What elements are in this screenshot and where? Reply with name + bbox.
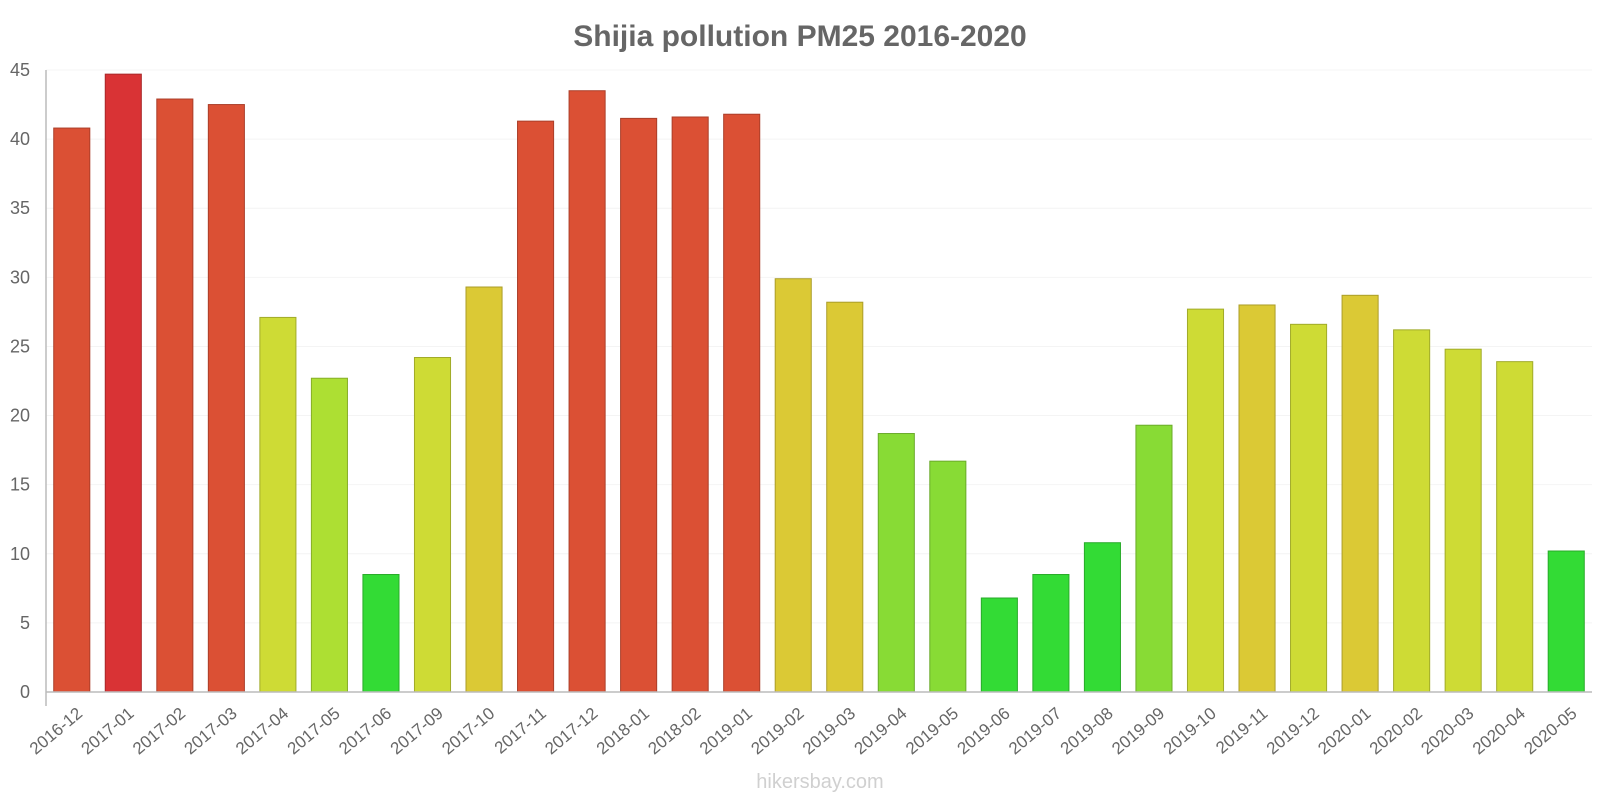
bar-2019-06[interactable]	[980, 597, 1018, 693]
bar-2019-09[interactable]	[1135, 424, 1173, 693]
bar-2019-11[interactable]	[1238, 304, 1276, 693]
bar-2020-03[interactable]	[1444, 348, 1482, 693]
x-tick-label: 2017-05	[284, 704, 344, 759]
x-tick-label: 2020-02	[1366, 704, 1426, 759]
x-tick-label: 2020-01	[1314, 704, 1374, 759]
bar-2017-12[interactable]	[568, 90, 606, 693]
x-tick-label: 2019-01	[696, 704, 756, 759]
bar-2017-11[interactable]	[517, 120, 555, 693]
y-tick-label: 45	[10, 60, 30, 80]
x-tick-label: 2019-10	[1160, 704, 1220, 759]
x-tick-label: 2019-08	[1057, 704, 1117, 759]
x-tick-label: 2017-12	[541, 704, 601, 759]
bar-2019-01[interactable]	[723, 113, 761, 693]
y-tick-label: 30	[10, 267, 30, 287]
bar-2018-01[interactable]	[620, 117, 658, 693]
bar-2017-09[interactable]	[413, 357, 452, 693]
bar-2020-02[interactable]	[1393, 329, 1431, 693]
bar-2019-12[interactable]	[1290, 323, 1328, 693]
x-tick-label: 2017-11	[491, 704, 550, 758]
x-tick-label: 2017-01	[78, 704, 138, 759]
bar-2019-03[interactable]	[826, 301, 864, 693]
bar-2017-03[interactable]	[207, 104, 245, 693]
y-tick-label: 10	[10, 544, 30, 564]
bar-2020-05[interactable]	[1547, 550, 1585, 693]
x-tick-label: 2017-06	[335, 704, 395, 759]
bar-2017-10[interactable]	[465, 286, 503, 693]
y-tick-label: 20	[10, 406, 30, 426]
grid-lines	[46, 69, 1592, 624]
x-tick-label: 2016-12	[26, 704, 86, 759]
x-tick-label: 2020-03	[1417, 704, 1477, 759]
x-tick-label: 2017-10	[438, 704, 498, 759]
x-tick-label: 2019-02	[748, 704, 808, 759]
bar-2019-07[interactable]	[1032, 574, 1070, 693]
bar-2017-06[interactable]	[362, 574, 400, 693]
bar-2019-08[interactable]	[1083, 542, 1121, 693]
watermark: hikersbay.com	[756, 771, 883, 793]
bar-2016-12[interactable]	[53, 127, 91, 693]
x-tick-label: 2020-04	[1469, 704, 1529, 759]
bar-2020-04[interactable]	[1496, 361, 1534, 693]
bar-2019-05[interactable]	[929, 460, 967, 693]
y-tick-label: 35	[10, 198, 30, 218]
x-tick-label: 2018-01	[593, 704, 653, 759]
y-tick-label: 5	[20, 613, 30, 633]
x-tick-label: 2019-09	[1108, 704, 1168, 759]
bar-2017-02[interactable]	[156, 98, 194, 693]
x-tick-label: 2017-02	[129, 704, 189, 759]
x-tick-label: 2019-12	[1263, 704, 1323, 759]
y-axis-ticks: 0 5 10 15 20 25 30 35 40 45	[10, 60, 30, 702]
bar-2017-05[interactable]	[310, 377, 348, 693]
bars	[53, 73, 1585, 693]
bar-2017-04[interactable]	[259, 316, 297, 693]
bar-2020-01[interactable]	[1341, 294, 1379, 693]
chart-title: Shijia pollution PM25 2016-2020	[573, 20, 1027, 53]
bar-2019-04[interactable]	[877, 433, 915, 693]
x-tick-label: 2017-03	[181, 704, 241, 759]
y-tick-label: 0	[20, 682, 30, 702]
y-tick-label: 40	[10, 129, 30, 149]
x-axis-ticks: 2016-122017-012017-022017-032017-042017-…	[26, 704, 1580, 759]
x-tick-label: 2018-02	[644, 704, 704, 759]
x-tick-label: 2019-04	[851, 704, 911, 759]
y-tick-label: 25	[10, 336, 30, 356]
x-tick-label: 2017-04	[232, 704, 292, 759]
x-tick-label: 2020-05	[1521, 704, 1581, 759]
bar-2018-02[interactable]	[671, 116, 709, 693]
x-tick-label: 2017-09	[387, 704, 447, 759]
x-tick-label: 2019-07	[1005, 704, 1065, 759]
x-tick-label: 2019-05	[902, 704, 962, 759]
y-tick-label: 15	[10, 475, 30, 495]
x-tick-label: 2019-11	[1212, 704, 1271, 758]
bar-2019-10[interactable]	[1186, 308, 1225, 693]
x-tick-label: 2019-03	[799, 704, 859, 759]
bar-2017-01[interactable]	[104, 73, 142, 693]
x-tick-label: 2019-06	[954, 704, 1014, 759]
bar-2019-02[interactable]	[774, 278, 812, 693]
